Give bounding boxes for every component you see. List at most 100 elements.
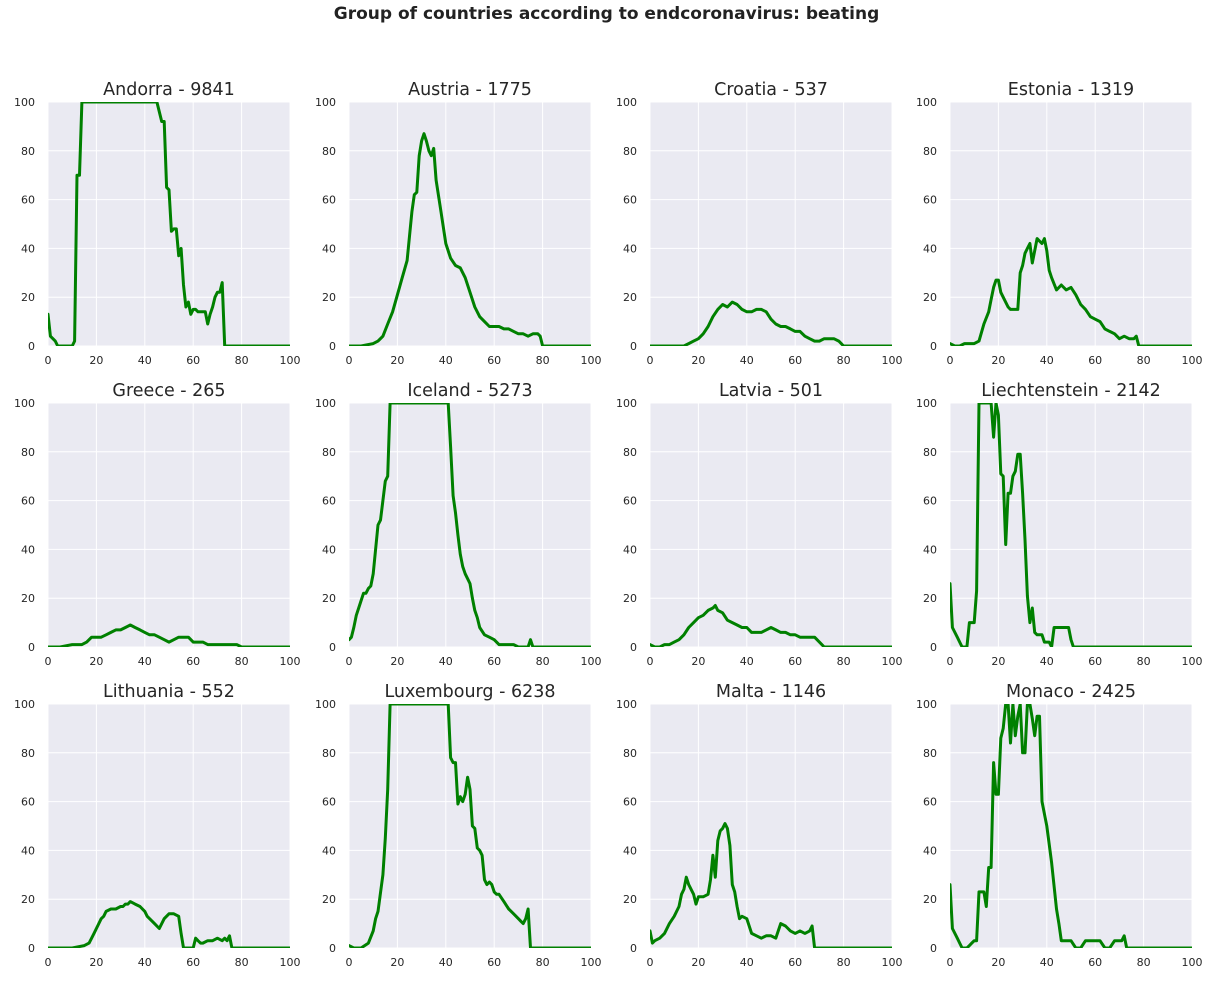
- x-tick-label: 20: [89, 655, 103, 668]
- x-tick-label: 80: [235, 655, 249, 668]
- x-tick-label: 0: [647, 956, 654, 969]
- y-tick-label: 40: [923, 242, 937, 255]
- y-tick-label: 60: [623, 194, 637, 207]
- y-tick-label: 40: [923, 844, 937, 857]
- x-tick-label: 60: [788, 354, 802, 367]
- x-tick-label: 0: [947, 354, 954, 367]
- axes-background: [950, 403, 1192, 647]
- y-tick-label: 0: [630, 942, 637, 955]
- y-tick-label: 60: [923, 495, 937, 508]
- x-tick-label: 40: [439, 956, 453, 969]
- x-tick-label: 20: [89, 354, 103, 367]
- y-tick-label: 40: [623, 242, 637, 255]
- y-tick-label: 0: [930, 340, 937, 353]
- gridlines: [649, 101, 893, 347]
- x-tick-label: 80: [536, 354, 550, 367]
- y-tick-label: 60: [21, 194, 35, 207]
- y-tick-label: 100: [14, 96, 35, 109]
- y-tick-label: 20: [21, 291, 35, 304]
- x-tick-label: 100: [581, 354, 602, 367]
- x-tick-label: 20: [991, 655, 1005, 668]
- y-tick-label: 60: [322, 796, 336, 809]
- subplot-malta: Malta - 1146 0 20 40 60 80 100 0 20 40 60 80 100: [616, 682, 903, 969]
- x-tick-label: 100: [280, 655, 301, 668]
- series-line-andorra: [48, 102, 290, 346]
- subplot-andorra: Andorra - 9841 0 20 40 60 80 100 0 20 40 60 80 100: [14, 80, 301, 367]
- y-tick-label: 0: [329, 641, 336, 654]
- y-tick-label: 0: [329, 942, 336, 955]
- x-tick-label: 40: [740, 655, 754, 668]
- x-tick-label: 80: [837, 655, 851, 668]
- axes-background: [48, 704, 290, 948]
- y-tick-label: 60: [623, 796, 637, 809]
- y-tick-label: 40: [322, 242, 336, 255]
- x-tick-label: 80: [235, 956, 249, 969]
- x-tick-label: 40: [439, 655, 453, 668]
- y-tick-label: 20: [21, 592, 35, 605]
- x-tick-label: 100: [1182, 655, 1203, 668]
- y-tick-label: 80: [21, 747, 35, 760]
- y-tick-label: 60: [923, 796, 937, 809]
- gridlines: [649, 703, 893, 949]
- x-tick-label: 60: [788, 655, 802, 668]
- subplot-liechtenstein: Liechtenstein - 2142 0 20 40 60 80 100 0 20 40 60 8…: [916, 381, 1203, 668]
- axes-background: [48, 102, 290, 346]
- x-tick-label: 0: [346, 956, 353, 969]
- y-tick-label: 20: [322, 893, 336, 906]
- x-tick-label: 100: [1182, 354, 1203, 367]
- x-tick-label: 0: [947, 956, 954, 969]
- y-tick-label: 0: [930, 641, 937, 654]
- subplot-title: Estonia - 1319: [1008, 80, 1134, 100]
- y-tick-label: 60: [322, 194, 336, 207]
- subplot-greece: Greece - 265 0 20 40 60 80 100 0 20 40 60 80 100: [14, 381, 301, 668]
- subplot-title: Iceland - 5273: [407, 381, 532, 401]
- y-tick-label: 100: [315, 96, 336, 109]
- y-tick-label: 80: [923, 145, 937, 158]
- y-tick-label: 40: [322, 543, 336, 556]
- x-tick-label: 100: [1182, 956, 1203, 969]
- x-tick-label: 80: [235, 354, 249, 367]
- series-line-austria: [349, 132, 591, 346]
- x-tick-label: 80: [536, 655, 550, 668]
- y-tick-label: 20: [322, 291, 336, 304]
- y-tick-label: 80: [623, 145, 637, 158]
- x-tick-label: 40: [1040, 655, 1054, 668]
- y-tick-label: 0: [630, 340, 637, 353]
- y-tick-label: 60: [923, 194, 937, 207]
- series-line-latvia: [650, 604, 892, 647]
- y-tick-label: 80: [322, 145, 336, 158]
- gridlines: [649, 402, 893, 648]
- y-tick-label: 80: [322, 747, 336, 760]
- y-tick-label: 100: [616, 96, 637, 109]
- x-tick-label: 80: [536, 956, 550, 969]
- x-tick-label: 40: [1040, 354, 1054, 367]
- x-tick-label: 100: [581, 655, 602, 668]
- series-line-lithuania: [48, 900, 290, 948]
- subplot-title: Luxembourg - 6238: [384, 682, 555, 702]
- subplot-austria: Austria - 1775 0 20 40 60 80 100 0 20 40 60 80 100: [315, 80, 602, 367]
- series-line-malta: [650, 822, 892, 948]
- x-tick-label: 0: [647, 655, 654, 668]
- x-tick-label: 0: [346, 655, 353, 668]
- x-tick-label: 80: [1137, 354, 1151, 367]
- x-tick-label: 40: [740, 956, 754, 969]
- y-tick-label: 0: [28, 641, 35, 654]
- y-tick-label: 20: [21, 893, 35, 906]
- x-tick-label: 60: [186, 354, 200, 367]
- series-line-luxembourg: [349, 704, 591, 948]
- y-tick-label: 100: [616, 397, 637, 410]
- y-tick-label: 80: [21, 145, 35, 158]
- axes-background: [650, 102, 892, 346]
- axes-background: [650, 403, 892, 647]
- x-tick-label: 0: [45, 655, 52, 668]
- x-tick-label: 0: [947, 655, 954, 668]
- x-tick-label: 20: [390, 655, 404, 668]
- x-tick-label: 100: [882, 655, 903, 668]
- y-tick-label: 100: [14, 397, 35, 410]
- x-tick-label: 100: [280, 956, 301, 969]
- subplot-lithuania: Lithuania - 552 0 20 40 60 80 100 0 20 40 60 80 100: [14, 682, 301, 969]
- y-tick-label: 40: [21, 543, 35, 556]
- subplot-title: Malta - 1146: [716, 682, 826, 702]
- series-line-estonia: [950, 237, 1192, 346]
- subplot-croatia: Croatia - 537 0 20 40 60 80 100 0 20 40 60 80 100: [616, 80, 903, 367]
